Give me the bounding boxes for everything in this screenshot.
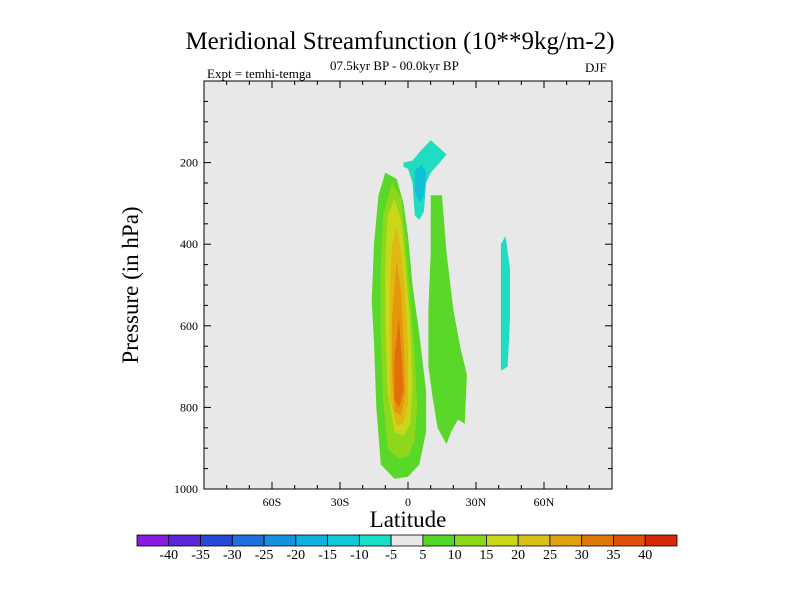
colorbar-swatch [486, 534, 519, 547]
colorbar-swatch [168, 534, 201, 547]
y-axis-label: Pressure (in hPa) [118, 206, 143, 363]
colorbar-swatch [231, 534, 265, 547]
colorbar-label: -20 [286, 548, 305, 563]
y-tick-label: 1000 [174, 482, 198, 496]
x-tick-label: 60N [534, 495, 555, 509]
x-tick-label: 30N [466, 495, 487, 509]
x-tick-label: 0 [405, 495, 411, 509]
colorbar-swatch [644, 534, 678, 547]
colorbar-swatch [136, 534, 170, 547]
period-label: 07.5kyr BP - 00.0kyr BP [330, 58, 459, 73]
colorbar-label: -5 [385, 548, 397, 563]
experiment-label: Expt = temhi-temga [207, 66, 312, 81]
colorbar-swatch [517, 534, 551, 547]
contour-regions [371, 140, 510, 479]
colorbar-label: 35 [606, 548, 620, 563]
colorbar-label: 30 [575, 548, 589, 563]
colorbar-label: 5 [419, 548, 426, 563]
x-tick-label: 30S [331, 495, 350, 509]
contour-region-8 [414, 164, 427, 204]
colorbar-label: -15 [318, 548, 337, 563]
colorbar-swatch [327, 534, 360, 547]
x-axis-label: Latitude [370, 507, 447, 532]
contour-region-6 [428, 195, 467, 445]
colorbar-swatch [263, 534, 297, 547]
colorbar-label: 25 [543, 548, 557, 563]
colorbar-label: 10 [448, 548, 462, 563]
contour-region-5 [394, 317, 404, 408]
colorbar-label: 40 [638, 548, 652, 563]
colorbar-swatch [200, 534, 233, 547]
chart-title: Meridional Streamfunction (10**9kg/m-2) [185, 28, 615, 55]
colorbar-label: -10 [350, 548, 369, 563]
colorbar-swatch [295, 534, 328, 547]
colorbar-label: -40 [159, 548, 178, 563]
y-tick-label: 200 [180, 156, 198, 170]
colorbar-swatch [613, 534, 646, 547]
colorbar-swatch [581, 534, 614, 547]
colorbar-swatch [358, 534, 392, 547]
colorbar: -40 -35 -30 -25 -20 -15 -10 -5 5 10 15 20 25 30 35 40 [136, 534, 678, 563]
colorbar-swatch [390, 534, 424, 547]
colorbar-label: -30 [223, 548, 242, 563]
season-label: DJF [585, 60, 607, 75]
colorbar-swatch [422, 534, 456, 547]
x-tick-label: 60S [263, 495, 282, 509]
y-tick-label: 400 [180, 237, 198, 251]
colorbar-label: 15 [479, 548, 493, 563]
colorbar-label: 20 [511, 548, 525, 563]
axis-ticks: 60S 30S 0 30N 60N 200 400 600 800 1000 [174, 81, 612, 509]
contour-region-9 [500, 236, 510, 371]
colorbar-label: -25 [255, 548, 274, 563]
colorbar-swatch [454, 534, 487, 547]
colorbar-label: -35 [191, 548, 210, 563]
colorbar-swatch [549, 534, 583, 547]
y-tick-label: 800 [180, 400, 198, 414]
y-tick-label: 600 [180, 319, 198, 333]
